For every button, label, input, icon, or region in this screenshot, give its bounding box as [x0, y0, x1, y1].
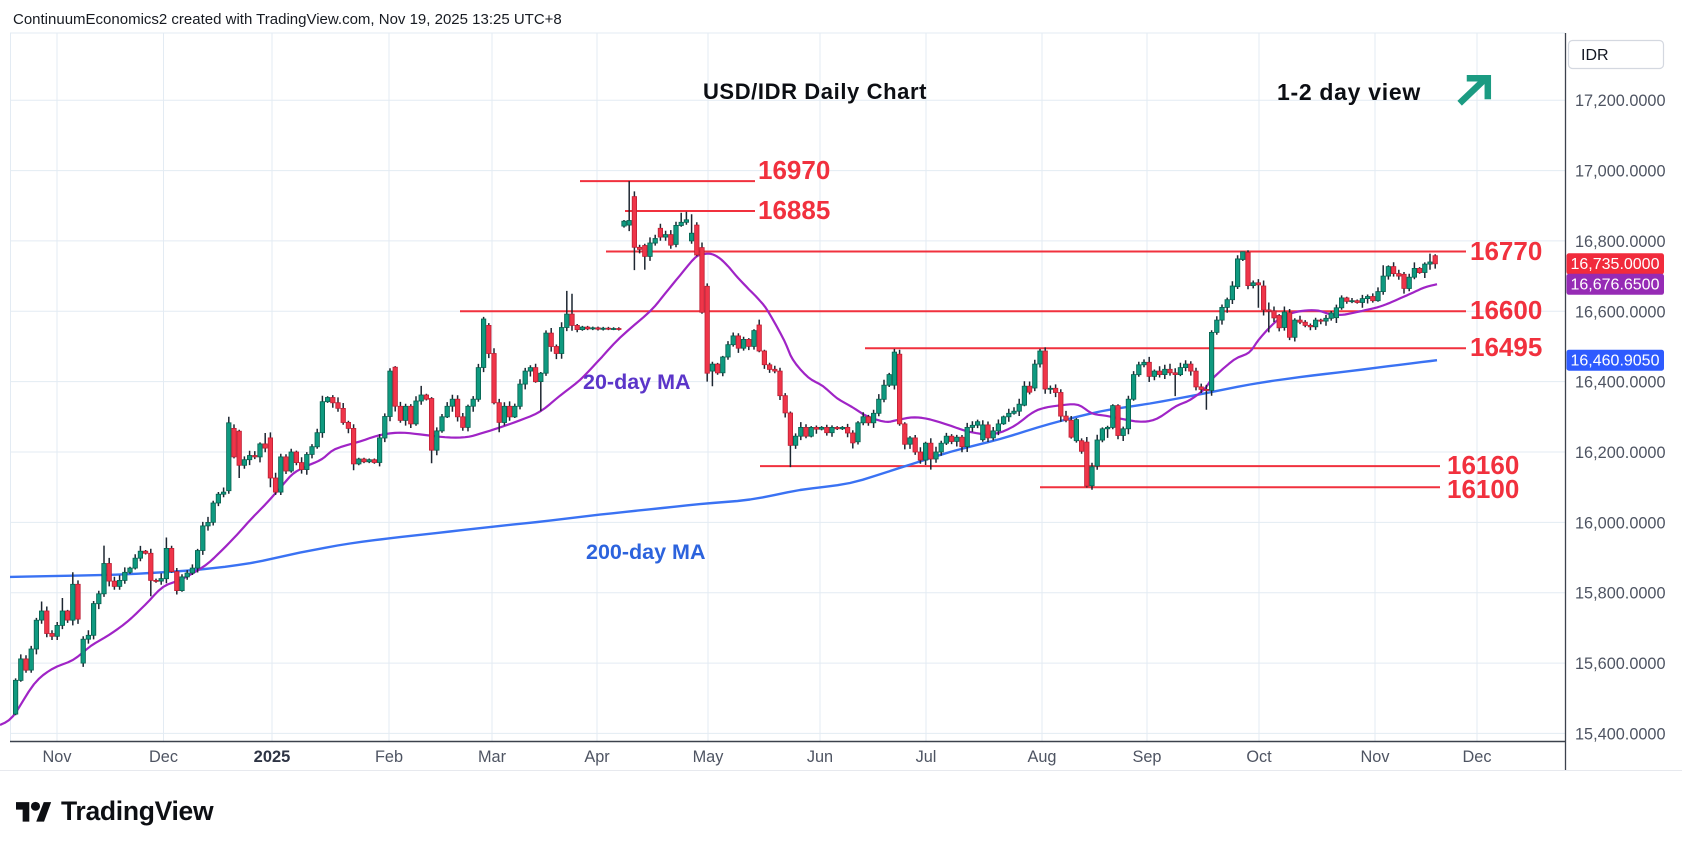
svg-text:17,000.0000: 17,000.0000 [1575, 163, 1666, 181]
svg-text:1-2 day view: 1-2 day view [1277, 79, 1421, 105]
svg-text:16,460.9050: 16,460.9050 [1571, 353, 1660, 370]
svg-text:Dec: Dec [149, 748, 178, 766]
svg-text:Apr: Apr [584, 748, 610, 766]
svg-text:16600: 16600 [1470, 295, 1542, 325]
svg-text:16970: 16970 [758, 155, 830, 185]
svg-text:16885: 16885 [758, 195, 830, 225]
svg-text:Mar: Mar [478, 748, 507, 766]
svg-text:ContinuumEconomics2 created wi: ContinuumEconomics2 created with Trading… [13, 11, 562, 28]
svg-text:15,800.0000: 15,800.0000 [1575, 585, 1666, 603]
svg-text:Jun: Jun [807, 748, 833, 766]
svg-text:Dec: Dec [1463, 748, 1492, 766]
svg-text:16,800.0000: 16,800.0000 [1575, 233, 1666, 251]
svg-text:16,735.0000: 16,735.0000 [1571, 256, 1660, 273]
svg-text:16100: 16100 [1447, 474, 1519, 504]
svg-text:16,400.0000: 16,400.0000 [1575, 374, 1666, 392]
svg-text:16495: 16495 [1470, 332, 1542, 362]
svg-text:USD/IDR Daily Chart: USD/IDR Daily Chart [703, 79, 927, 104]
svg-text:15,600.0000: 15,600.0000 [1575, 655, 1666, 673]
svg-text:200-day MA: 200-day MA [586, 540, 706, 564]
svg-text:Nov: Nov [43, 748, 73, 766]
svg-text:IDR: IDR [1581, 47, 1609, 64]
svg-text:Aug: Aug [1028, 748, 1057, 766]
svg-text:16,676.6500: 16,676.6500 [1571, 277, 1660, 294]
svg-text:TradingView: TradingView [61, 796, 214, 826]
svg-text:Jul: Jul [916, 748, 937, 766]
svg-text:16,200.0000: 16,200.0000 [1575, 444, 1666, 462]
svg-text:15,400.0000: 15,400.0000 [1575, 725, 1666, 743]
svg-text:17,200.0000: 17,200.0000 [1575, 92, 1666, 110]
svg-text:20-day MA: 20-day MA [583, 370, 691, 394]
svg-text:16770: 16770 [1470, 236, 1542, 266]
svg-text:Sep: Sep [1133, 748, 1162, 766]
svg-text:16,000.0000: 16,000.0000 [1575, 514, 1666, 532]
svg-text:Feb: Feb [375, 748, 403, 766]
svg-text:May: May [693, 748, 725, 766]
svg-text:Nov: Nov [1361, 748, 1391, 766]
svg-text:Oct: Oct [1246, 748, 1272, 766]
svg-text:2025: 2025 [254, 748, 291, 766]
svg-text:16,600.0000: 16,600.0000 [1575, 303, 1666, 321]
svg-text:16160: 16160 [1447, 450, 1519, 480]
